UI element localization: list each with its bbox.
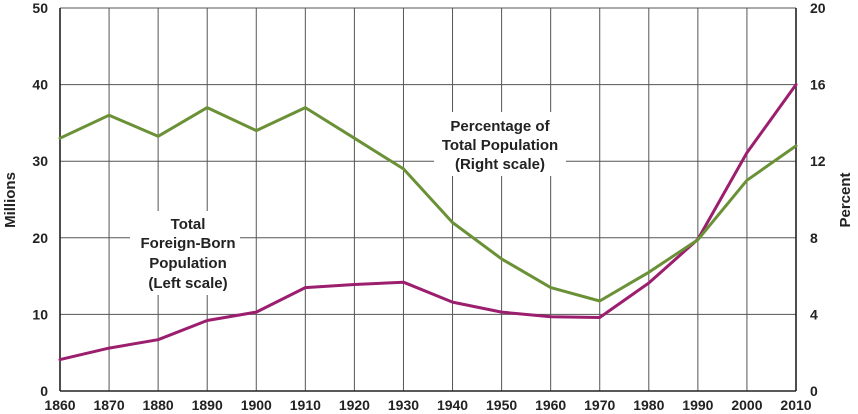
percentage-annotation-line-3: (Right scale)	[455, 156, 545, 173]
right-tick-label: 20	[810, 0, 826, 16]
percentage-annotation: Percentage of Total Population (Right sc…	[434, 112, 566, 176]
x-tick-label: 1870	[93, 397, 124, 413]
x-tick-label: 1980	[633, 397, 664, 413]
x-tick-label: 1970	[584, 397, 615, 413]
right-tick-label: 4	[810, 306, 818, 322]
right-axis-title: Percent	[837, 172, 854, 227]
x-tick-label: 1940	[437, 397, 468, 413]
x-tick-label: 1900	[241, 397, 272, 413]
x-tick-label: 1890	[192, 397, 223, 413]
x-tick-label: 1880	[143, 397, 174, 413]
left-tick-label: 0	[40, 383, 48, 399]
x-tick-label: 1860	[44, 397, 75, 413]
axes	[59, 8, 797, 392]
left-tick-label: 10	[32, 306, 48, 322]
tick-labels: 0 10 20 30 40 50 0 4 8 12 16 20 1860 1870 1880 1890 1900…	[32, 0, 825, 413]
foreign-born-annotation-line-4: (Left scale)	[148, 275, 227, 292]
x-tick-label: 1910	[290, 397, 321, 413]
percentage-annotation-line-2: Total Population	[442, 137, 558, 154]
x-tick-label: 1960	[535, 397, 566, 413]
foreign-born-annotation: Total Foreign-Born Population (Left scal…	[130, 211, 240, 295]
x-tick-label: 1950	[486, 397, 517, 413]
foreign-born-annotation-line-1: Total	[171, 216, 206, 233]
left-tick-label: 50	[32, 0, 48, 16]
left-tick-label: 30	[32, 153, 48, 169]
right-tick-label: 16	[810, 77, 826, 93]
x-tick-label: 2010	[780, 397, 811, 413]
foreign-born-annotation-bg	[130, 211, 240, 295]
left-tick-label: 20	[32, 230, 48, 246]
percentage-series-line	[58, 106, 798, 303]
foreign-born-annotation-line-3: Population	[149, 255, 227, 272]
percentage-annotation-line-1: Percentage of	[450, 118, 550, 135]
foreign-born-series-line	[58, 83, 798, 362]
foreign-born-annotation-line-2: Foreign-Born	[141, 235, 236, 252]
percentage-annotation-bg	[434, 112, 566, 176]
left-axis-title: Millions	[2, 172, 19, 228]
right-tick-label: 8	[810, 230, 818, 246]
x-tick-label: 2000	[731, 397, 762, 413]
x-tick-label: 1930	[388, 397, 419, 413]
left-tick-label: 40	[32, 77, 48, 93]
series-lines	[58, 83, 798, 362]
x-tick-label: 1990	[682, 397, 713, 413]
right-tick-label: 12	[810, 153, 826, 169]
right-tick-label: 0	[810, 383, 818, 399]
x-tick-label: 1920	[339, 397, 370, 413]
